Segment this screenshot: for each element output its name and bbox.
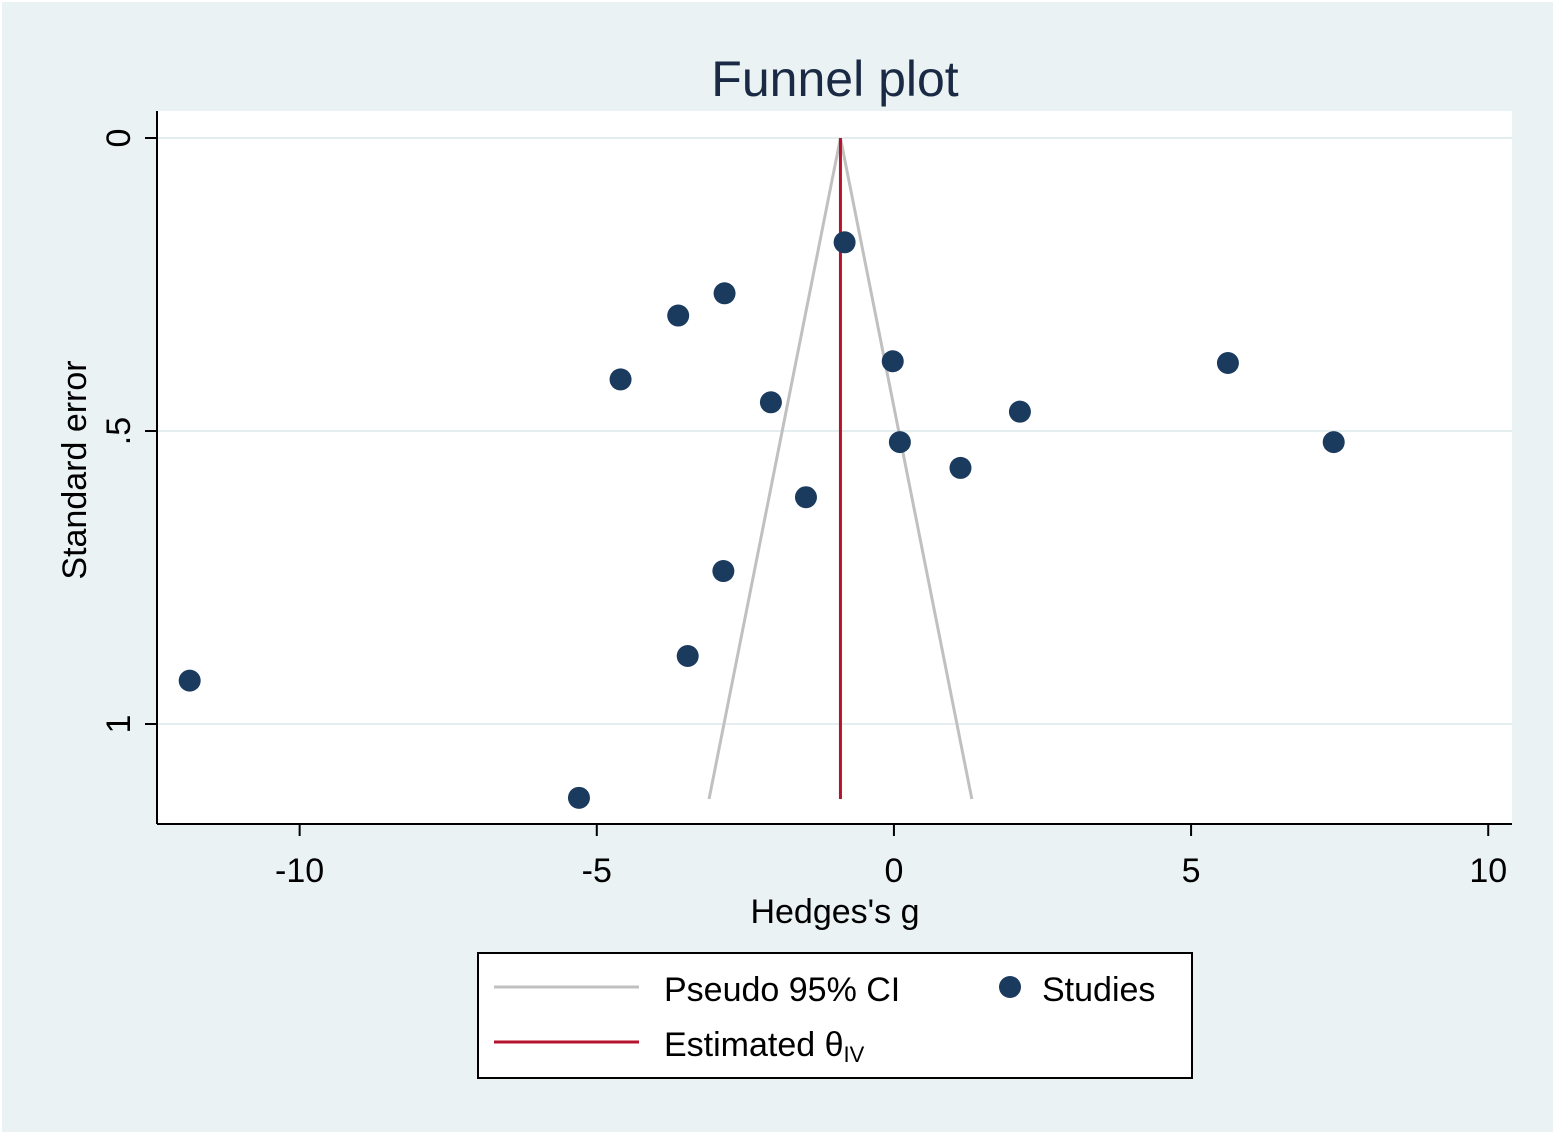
y-tick-label: 1: [100, 715, 138, 734]
legend-estimate-label: Estimated θIV: [664, 1026, 865, 1067]
study-point-5: [1216, 352, 1239, 375]
x-tick-label: -10: [275, 852, 324, 890]
legend-estimate-text: Estimated θ: [664, 1026, 844, 1064]
chart-title: Funnel plot: [711, 51, 958, 107]
ci-right-line: [838, 137, 974, 800]
x-axis-label: Hedges's g: [750, 893, 919, 931]
ci-left-line: [707, 137, 842, 800]
legend-box: [477, 952, 1193, 1079]
y-tick-label: 0: [100, 129, 138, 148]
y-tick-label: .5: [100, 417, 138, 445]
x-tick-label: 0: [884, 852, 903, 890]
legend-studies-label: Studies: [1042, 971, 1155, 1009]
legend-ci-label: Pseudo 95% CI: [664, 971, 900, 1009]
study-point-6: [609, 368, 632, 391]
y-axis-label: Standard error: [56, 360, 94, 579]
study-point-12: [794, 486, 817, 509]
study-point-11: [949, 456, 972, 479]
study-point-8: [1008, 400, 1031, 423]
study-point-1: [833, 231, 856, 254]
plot-area: [157, 111, 1512, 824]
x-tick-label: -5: [582, 852, 612, 890]
legend-estimate-subscript: IV: [844, 1042, 865, 1067]
study-point-16: [567, 786, 590, 809]
grid-lines: [157, 137, 1512, 725]
x-tick-label: 5: [1182, 852, 1201, 890]
y-ticks: 0.51: [100, 129, 157, 734]
study-point-3: [667, 304, 690, 327]
study-point-10: [1322, 431, 1345, 454]
legend-studies-swatch: [999, 976, 1021, 998]
study-point-9: [888, 431, 911, 454]
study-point-2: [713, 282, 736, 305]
x-tick-label: 10: [1469, 852, 1507, 890]
x-ticks: -10 -5 0 5 10: [275, 824, 1507, 890]
study-point-14: [676, 645, 699, 668]
pseudo-ci-lines: [707, 137, 974, 800]
study-points: [178, 231, 1345, 809]
legend: Pseudo 95% CI Studies Estimated θIV: [477, 952, 1193, 1079]
study-point-15: [178, 669, 201, 692]
study-point-7: [759, 391, 782, 414]
study-point-13: [712, 560, 735, 583]
study-point-4: [881, 350, 904, 373]
